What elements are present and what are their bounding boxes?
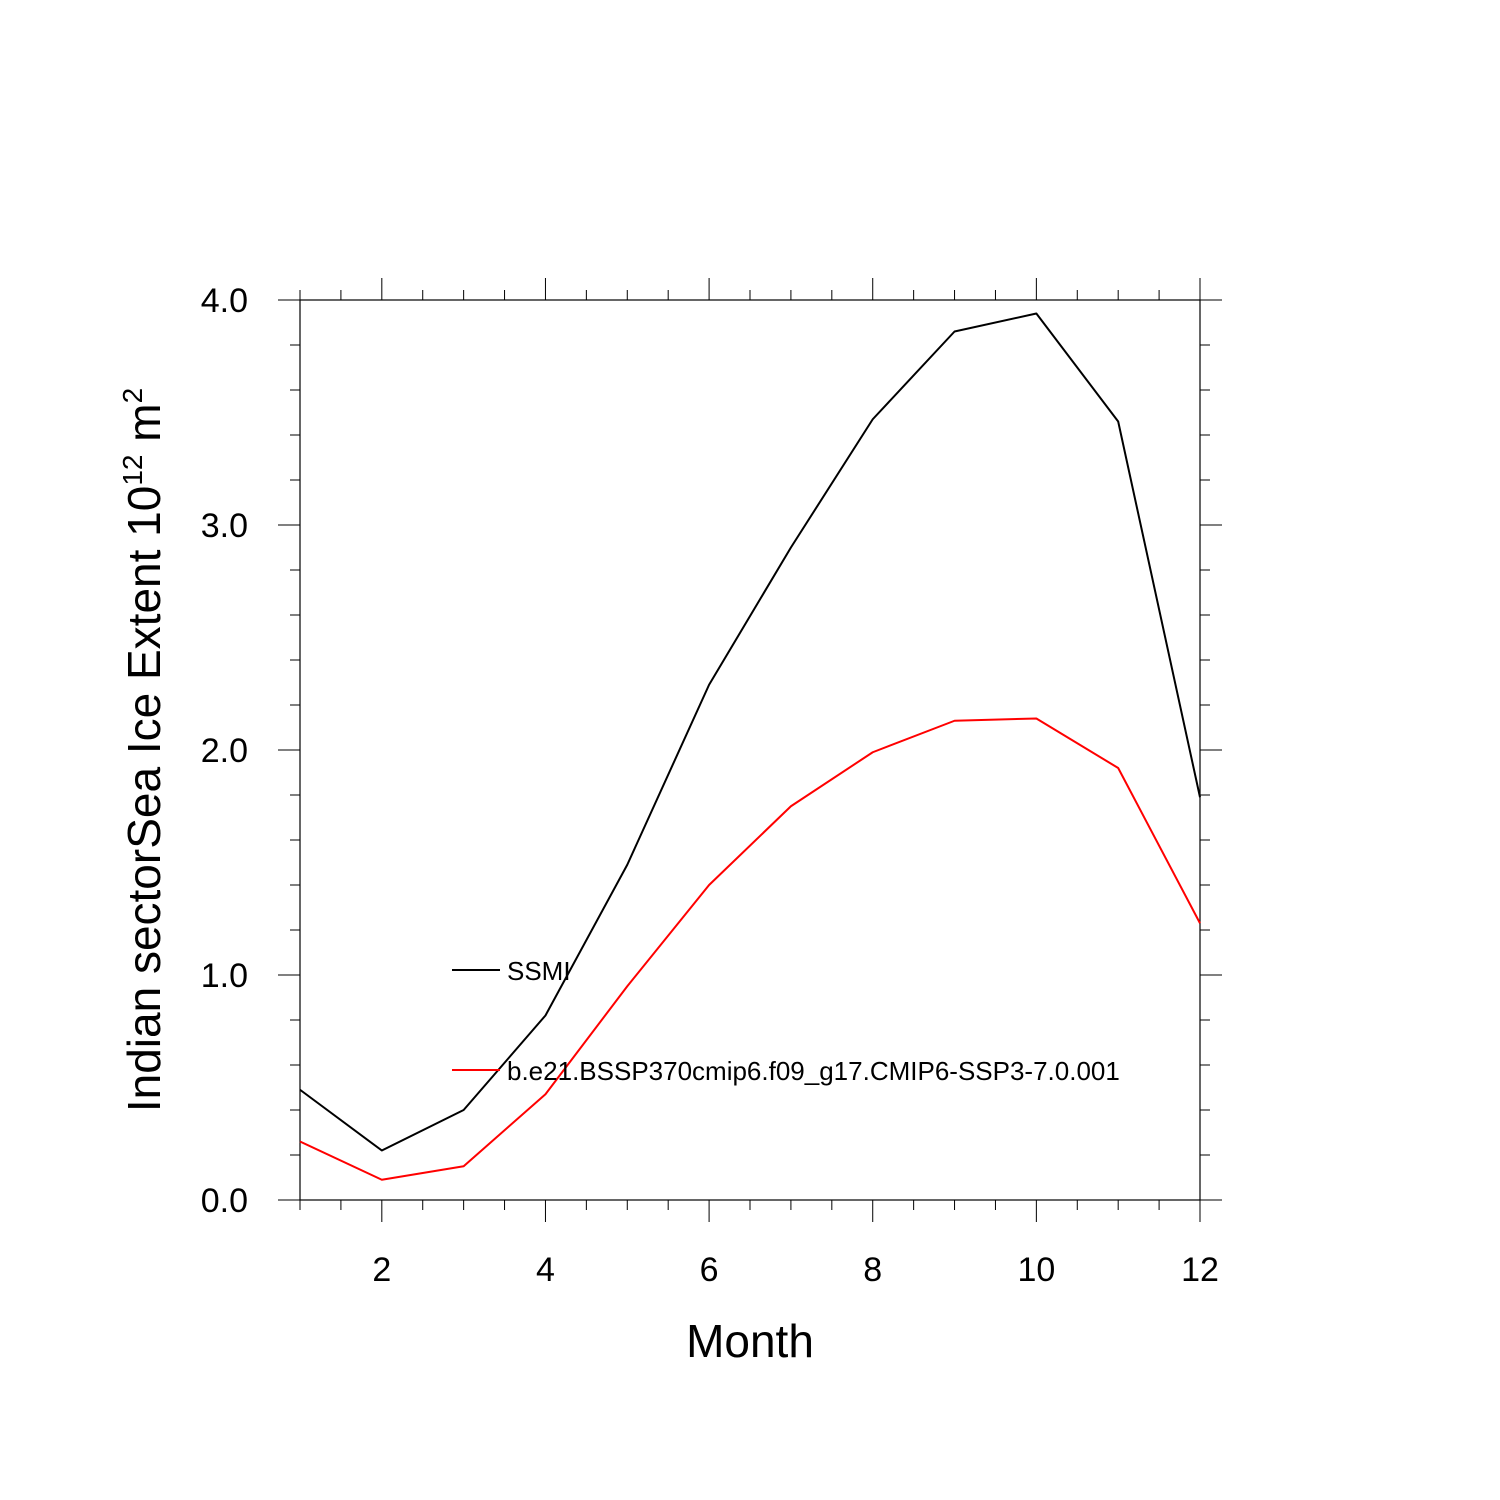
y-axis-title-unit-exponent: 2 (117, 388, 148, 404)
series-line-model (299, 717, 1201, 1181)
x-axis-title: Month (686, 1315, 814, 1367)
y-axis-title-unit: m (118, 403, 170, 454)
axis-ticks (278, 278, 1222, 1222)
y-tick-label: 0.0 (201, 1182, 248, 1220)
plot-frame (299, 299, 1201, 1201)
y-axis-title-main: Indian sectorSea Ice Extent 10 (118, 486, 170, 1113)
legend: SSMI b.e21.BSSP370cmip6.f09_g17.CMIP6-SS… (452, 956, 1120, 1086)
y-tick-label: 1.0 (201, 957, 248, 995)
legend-label-model: b.e21.BSSP370cmip6.f09_g17.CMIP6-SSP3-7.… (507, 1056, 1120, 1086)
y-tick-label: 2.0 (201, 732, 248, 770)
y-tick-label: 4.0 (201, 282, 248, 320)
series-line-ssmi (299, 312, 1201, 1152)
x-tick-label: 4 (536, 1251, 555, 1289)
x-tick-label: 2 (372, 1251, 391, 1289)
x-tick-label: 12 (1181, 1251, 1219, 1289)
x-tick-label: 6 (700, 1251, 719, 1289)
x-tick-label: 10 (1017, 1251, 1055, 1289)
legend-label-ssmi: SSMI (507, 956, 571, 986)
x-tick-label: 8 (863, 1251, 882, 1289)
y-axis-title-exponent: 12 (117, 455, 148, 486)
y-axis-title: Indian sectorSea Ice Extent 1012 m2 (117, 388, 170, 1112)
tick-labels: 2 4 6 8 10 12 0.0 1.0 2.0 3.0 4.0 (201, 282, 1219, 1289)
series-lines (299, 312, 1201, 1181)
y-tick-label: 3.0 (201, 507, 248, 545)
